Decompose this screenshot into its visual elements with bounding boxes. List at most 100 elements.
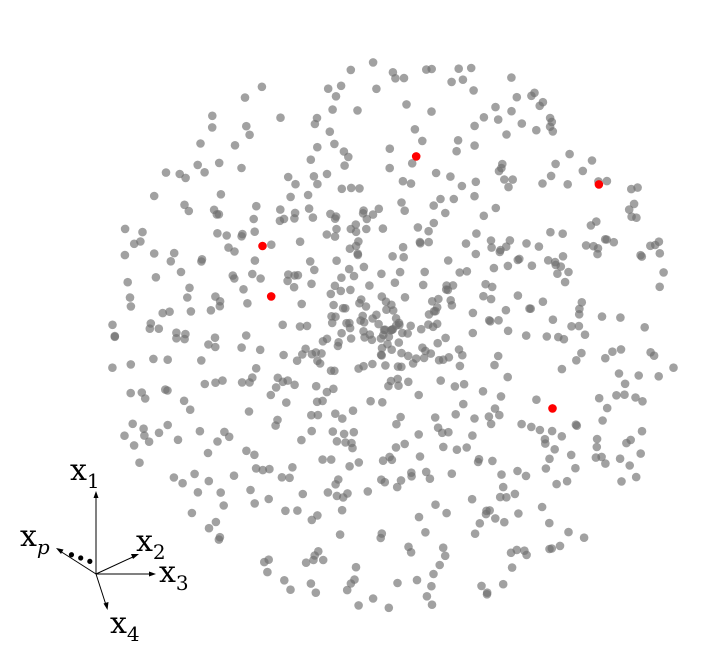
scatter-point [410, 125, 420, 134]
scatter-point [346, 65, 356, 75]
highlighted-point [548, 404, 557, 413]
scatter-point [429, 201, 439, 210]
scatter-point [441, 333, 450, 343]
scatter-point [245, 130, 254, 140]
scatter-point [527, 261, 537, 271]
scatter-point [425, 474, 435, 484]
scatter-point [278, 320, 288, 330]
scatter-point [326, 455, 336, 464]
scatter-point [359, 262, 369, 272]
scatter-point [637, 426, 647, 436]
scatter-point [562, 476, 572, 486]
scatter-point [470, 529, 480, 538]
scatter-point [307, 410, 316, 420]
scatter-point [392, 482, 402, 492]
scatter-point [178, 478, 187, 488]
scatter-point [429, 569, 438, 579]
scatter-point [384, 381, 393, 391]
scatter-point [129, 441, 139, 450]
scatter-point [414, 430, 424, 439]
scatter-point [377, 343, 387, 353]
scatter-point [512, 92, 522, 102]
scatter-point [669, 363, 678, 373]
scatter-point [416, 324, 426, 334]
scatter-point [139, 424, 148, 434]
scatter-point [627, 212, 636, 221]
scatter-point [406, 321, 416, 331]
scatter-point [493, 351, 503, 361]
scatter-point [419, 353, 429, 363]
scatter-point [302, 321, 312, 331]
scatter-point [391, 443, 401, 452]
scatter-point [154, 428, 164, 438]
scatter-point [395, 267, 405, 277]
highlighted-point [258, 241, 267, 251]
scatter-point [624, 205, 634, 214]
scatter-point [368, 594, 378, 603]
scatter-point [180, 334, 189, 344]
scatter-point [368, 58, 378, 67]
scatter-point [179, 396, 189, 406]
scatter-point [298, 489, 308, 499]
scatter-point [481, 279, 490, 289]
scatter-point [459, 379, 469, 389]
scatter-point [546, 171, 556, 181]
scatter-point [334, 475, 343, 484]
scatter-point [255, 345, 265, 355]
scatter-point [385, 163, 395, 173]
scatter-point [421, 528, 430, 537]
scatter-point [564, 267, 573, 277]
scatter-point [284, 270, 293, 279]
scatter-point [550, 445, 559, 454]
scatter-point [285, 473, 294, 483]
scatter-point [349, 427, 359, 437]
scatter-point [390, 278, 400, 288]
scatter-point [349, 271, 359, 281]
scatter-point [491, 102, 500, 112]
gray-point-cloud [108, 58, 678, 613]
scatter-point [558, 251, 568, 261]
scatter-point [276, 205, 285, 214]
scatter-point [216, 488, 225, 497]
scatter-point [636, 449, 645, 458]
scatter-point [263, 567, 272, 577]
scatter-point [567, 322, 576, 331]
scatter-point [506, 548, 516, 558]
scatter-point [340, 161, 349, 170]
scatter-point [313, 410, 323, 420]
scatter-point [431, 500, 440, 510]
scatter-point [461, 239, 471, 248]
scatter-point [548, 315, 558, 325]
scatter-point [421, 467, 431, 477]
scatter-point [491, 514, 500, 523]
scatter-point [354, 237, 363, 246]
scatter-point [400, 206, 410, 215]
scatter-point [229, 471, 239, 481]
scatter-point [527, 91, 536, 101]
scatter-point [216, 190, 226, 199]
scatter-point [416, 239, 425, 248]
scatter-point [351, 562, 361, 572]
scatter-point [365, 330, 375, 339]
scatter-point [355, 184, 364, 193]
scatter-point [462, 443, 472, 452]
scatter-point [264, 494, 274, 504]
scatter-point [495, 492, 505, 502]
scatter-point [522, 239, 531, 248]
scatter-point [438, 355, 448, 365]
scatter-point [458, 75, 468, 84]
scatter-point [479, 113, 489, 122]
scatter-point [602, 403, 612, 413]
scatter-point [472, 229, 481, 238]
scatter-point [208, 111, 217, 121]
scatter-point [616, 313, 625, 322]
scatter-point [591, 453, 601, 462]
scatter-point [563, 180, 572, 189]
scatter-point [305, 257, 315, 266]
scatter-point [546, 227, 555, 237]
scatter-point [614, 369, 624, 378]
scatter-point [493, 115, 503, 124]
scatter-point [291, 179, 300, 189]
scatter-point [377, 269, 386, 279]
scatter-point [249, 214, 258, 224]
